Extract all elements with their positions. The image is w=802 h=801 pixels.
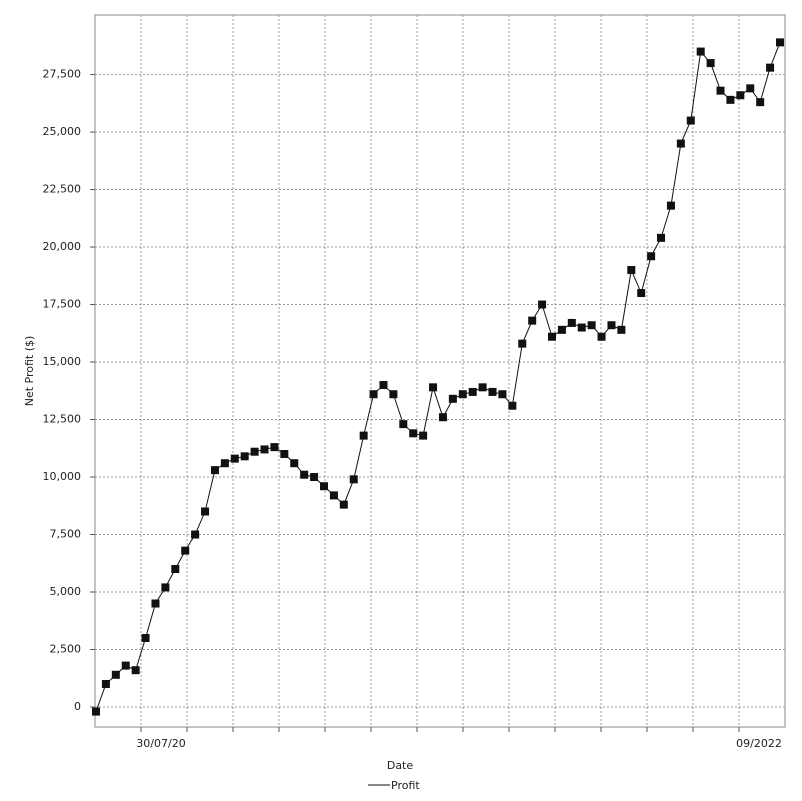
point-marker	[280, 450, 289, 459]
y-tick-label: 7,500	[50, 528, 82, 541]
point-marker	[498, 390, 507, 399]
point-marker	[508, 401, 517, 410]
y-tick-label: 25,000	[43, 125, 82, 138]
point-marker	[399, 420, 408, 429]
point-marker	[161, 583, 170, 592]
point-marker	[131, 666, 140, 675]
point-marker	[458, 390, 467, 399]
point-marker	[597, 332, 606, 341]
point-marker	[210, 466, 219, 475]
y-axis-title: Net Profit ($)	[23, 336, 36, 407]
point-marker	[409, 429, 418, 438]
point-marker	[548, 332, 556, 341]
point-marker	[151, 599, 160, 608]
point-marker	[746, 84, 755, 93]
point-marker	[379, 381, 388, 390]
point-marker	[676, 139, 685, 148]
y-tick-label: 5,000	[50, 585, 82, 598]
y-tick-label: 12,500	[43, 413, 82, 426]
point-marker	[627, 266, 636, 275]
point-marker	[607, 321, 616, 330]
point-marker	[270, 443, 279, 452]
point-marker	[201, 507, 210, 516]
y-tick-label: 10,000	[43, 470, 82, 483]
point-marker	[300, 470, 309, 479]
point-marker	[389, 390, 398, 399]
point-marker	[448, 394, 457, 403]
point-marker	[528, 316, 537, 325]
y-tick-label: 2,500	[50, 642, 82, 655]
point-marker	[776, 38, 784, 47]
point-marker	[706, 59, 715, 68]
point-marker	[111, 670, 120, 679]
y-tick-label: 0	[74, 700, 81, 713]
point-marker	[587, 321, 596, 330]
y-tick-label: 20,000	[43, 240, 82, 253]
point-marker	[518, 339, 527, 348]
y-tick-label: 27,500	[43, 68, 82, 81]
point-marker	[171, 565, 180, 574]
point-marker	[557, 325, 566, 334]
point-marker	[478, 383, 487, 392]
legend-label: Profit	[391, 779, 420, 792]
point-marker	[637, 289, 646, 298]
point-marker	[438, 413, 447, 422]
point-marker	[260, 445, 269, 454]
point-marker	[666, 201, 675, 210]
point-marker	[329, 491, 338, 500]
point-marker	[141, 634, 150, 642]
point-marker	[240, 452, 249, 461]
point-marker	[181, 546, 190, 555]
series-line	[95, 42, 781, 712]
point-marker	[349, 475, 358, 484]
point-marker	[290, 459, 299, 468]
point-marker	[766, 63, 775, 72]
point-marker	[657, 233, 666, 242]
point-marker	[320, 482, 328, 491]
y-tick-label: 22,500	[43, 183, 82, 196]
point-marker	[647, 252, 656, 261]
point-marker	[468, 387, 477, 396]
point-marker	[121, 661, 130, 670]
point-marker	[101, 679, 110, 688]
point-marker	[419, 431, 428, 440]
point-marker	[230, 454, 239, 463]
point-marker	[686, 116, 695, 125]
y-tick-label: 17,500	[43, 298, 82, 311]
point-marker	[429, 383, 438, 392]
x-tick-label: 09/2022	[736, 737, 782, 750]
point-marker	[92, 707, 100, 716]
point-marker	[726, 95, 735, 104]
point-marker	[250, 447, 259, 456]
x-tick-label: 30/07/20	[136, 737, 185, 750]
point-marker	[359, 431, 368, 440]
point-marker	[716, 86, 725, 95]
point-marker	[617, 325, 626, 334]
point-marker	[538, 300, 547, 309]
point-marker	[339, 500, 348, 509]
point-marker	[310, 473, 319, 482]
point-marker	[756, 98, 765, 107]
point-marker	[736, 91, 745, 100]
point-marker	[488, 387, 497, 396]
y-tick-label: 15,000	[43, 355, 82, 368]
x-axis-title: Date	[387, 759, 414, 772]
point-marker	[567, 318, 576, 327]
point-marker	[369, 390, 378, 399]
point-marker	[191, 530, 200, 539]
point-marker	[220, 459, 229, 468]
point-marker	[577, 323, 586, 332]
plot-frame	[94, 14, 786, 728]
point-marker	[696, 47, 705, 56]
